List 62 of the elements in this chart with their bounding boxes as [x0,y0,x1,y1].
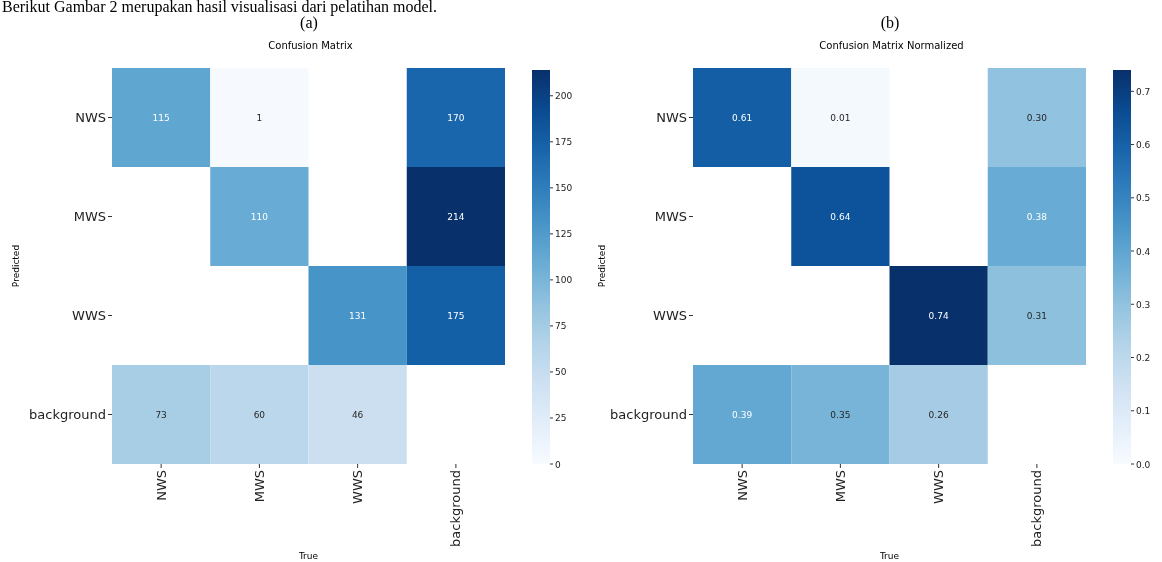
data-label: 46 [351,410,364,420]
data-label: 0.64 [830,212,851,222]
x-tick-label: MWS [832,470,848,503]
data-label: 170 [447,113,465,123]
color-bar-label: 0.7 [1136,86,1151,97]
color-bar-label: 0.4 [1136,246,1151,257]
text: (a) [300,14,318,32]
color-bar-label: 0.5 [1136,193,1151,204]
color-bar-label: 150 [555,183,573,194]
data-label: 110 [250,212,269,222]
chart-title: Confusion Matrix Normalized [819,40,964,51]
y-axis-title: Predicted [597,244,607,288]
x-tick-label: NWS [734,470,750,501]
color-bar-label: 0.3 [1136,299,1151,310]
text: (b) [880,14,900,32]
y-tick-label: WWS [653,308,687,323]
color-bar-label: 75 [555,321,567,332]
text: Berikut Gambar 2 merupakan hasil visualisasi dari pelatihan model. [2,0,437,16]
color-bar-label: 0.2 [1136,353,1151,364]
color-bar-label: 200 [555,91,573,102]
color-bar-label: 25 [555,413,567,424]
data-label: 0.30 [1026,113,1048,123]
data-label: 0.35 [830,410,851,420]
color-bar-label: 0.1 [1136,406,1151,417]
color-bar-label: 175 [555,137,573,148]
data-label: 73 [155,410,167,420]
y-tick-label: background [29,407,106,422]
data-label: 0.26 [928,410,949,420]
x-tick-label: WWS [931,470,947,504]
x-tick-label: background [448,470,464,547]
x-tick-label: MWS [251,470,267,503]
data-label: 1 [256,113,263,123]
x-axis-title: True [878,551,900,561]
color-bar-label: 0.0 [1136,459,1151,470]
y-axis-title: Predicted [11,244,21,288]
data-label: 60 [253,410,266,420]
y-tick-label: MWS [654,209,687,224]
color-bar-label: 0.6 [1136,140,1151,151]
data-label: 0.01 [830,113,851,123]
data-label: 0.31 [1026,311,1047,321]
data-label: 175 [447,311,465,321]
x-tick-label: background [1029,470,1045,547]
data-label: 214 [447,212,465,222]
x-tick-label: NWS [153,470,169,501]
color-bar-label: 50 [555,367,567,378]
y-tick-label: WWS [72,308,106,323]
y-tick-label: NWS [75,110,106,125]
y-tick-label: NWS [656,110,687,125]
x-tick-label: WWS [350,470,366,504]
color-bar-label: 100 [555,275,573,286]
data-label: 0.39 [732,410,753,420]
data-label: 115 [152,113,170,123]
chart-title: Confusion Matrix [268,40,353,51]
color-bar-label: 125 [555,229,573,240]
y-tick-label: background [610,407,687,422]
y-tick-label: MWS [73,209,106,224]
data-label: 0.38 [1026,212,1048,222]
data-label: 0.74 [928,311,949,321]
data-label: 0.61 [732,113,753,123]
color-bar-label: 0 [555,459,561,470]
x-axis-title: True [297,551,319,561]
data-label: 131 [349,311,367,321]
